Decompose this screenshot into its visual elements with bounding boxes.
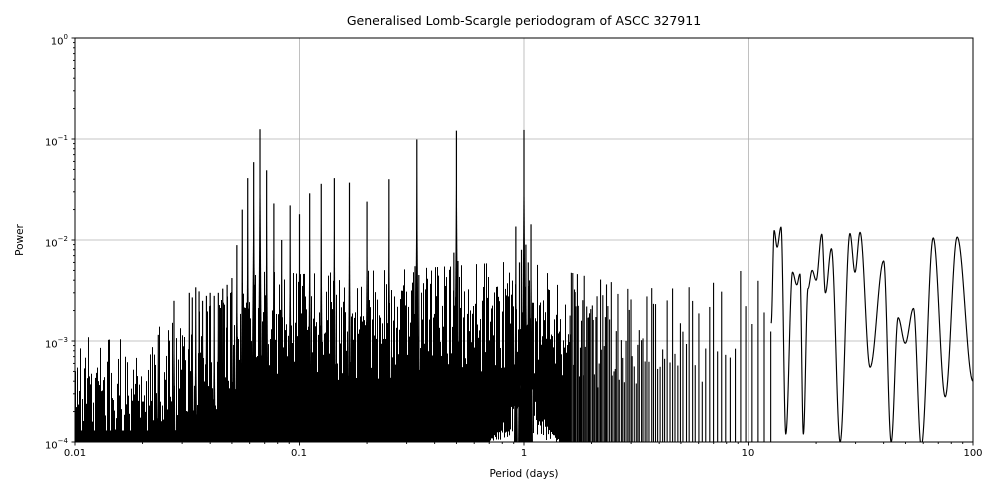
y-tick-label-2: 10−2 bbox=[44, 235, 68, 250]
y-tick-label-0: 100 bbox=[50, 33, 68, 48]
x-tick-label-4: 100 bbox=[963, 448, 983, 459]
x-tick-label-0: 0.01 bbox=[63, 448, 87, 459]
y-tick-label-4: 10−4 bbox=[44, 437, 68, 452]
x-tick-label-2: 1 bbox=[520, 448, 528, 459]
x-tick-label-1: 0.1 bbox=[291, 448, 307, 459]
y-tick-label-3: 10−3 bbox=[44, 336, 68, 351]
x-tick-label-3: 10 bbox=[741, 448, 755, 459]
chart-title: Generalised Lomb-Scargle periodogram of … bbox=[346, 13, 702, 28]
x-axis-label: Period (days) bbox=[489, 468, 559, 480]
y-tick-label-1: 10−1 bbox=[44, 134, 68, 149]
